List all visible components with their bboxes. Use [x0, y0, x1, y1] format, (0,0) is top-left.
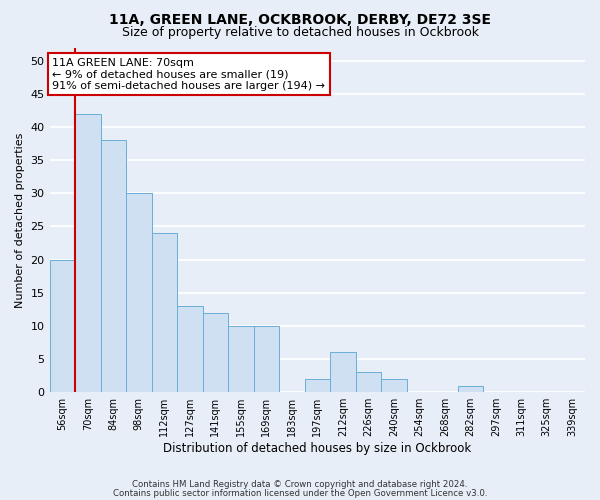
Bar — [381, 379, 407, 392]
Bar — [254, 326, 279, 392]
Bar — [228, 326, 254, 392]
Bar — [126, 194, 152, 392]
Bar — [75, 114, 101, 392]
Bar — [330, 352, 356, 392]
Bar — [177, 306, 203, 392]
Bar — [101, 140, 126, 392]
Bar — [356, 372, 381, 392]
Bar — [50, 260, 75, 392]
Text: Size of property relative to detached houses in Ockbrook: Size of property relative to detached ho… — [121, 26, 479, 39]
Bar — [203, 312, 228, 392]
Text: Contains HM Land Registry data © Crown copyright and database right 2024.: Contains HM Land Registry data © Crown c… — [132, 480, 468, 489]
Y-axis label: Number of detached properties: Number of detached properties — [15, 132, 25, 308]
Bar — [152, 233, 177, 392]
Text: 11A, GREEN LANE, OCKBROOK, DERBY, DE72 3SE: 11A, GREEN LANE, OCKBROOK, DERBY, DE72 3… — [109, 12, 491, 26]
Text: Contains public sector information licensed under the Open Government Licence v3: Contains public sector information licen… — [113, 490, 487, 498]
Bar — [305, 379, 330, 392]
Text: 11A GREEN LANE: 70sqm
← 9% of detached houses are smaller (19)
91% of semi-detac: 11A GREEN LANE: 70sqm ← 9% of detached h… — [52, 58, 325, 91]
Bar — [458, 386, 483, 392]
X-axis label: Distribution of detached houses by size in Ockbrook: Distribution of detached houses by size … — [163, 442, 472, 455]
